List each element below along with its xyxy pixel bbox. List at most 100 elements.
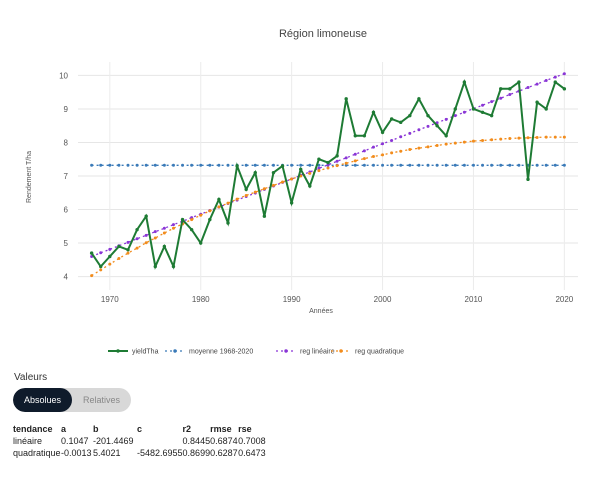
data-point-moyenne-1968-2020 xyxy=(199,163,203,167)
data-point-reg-lin-aire xyxy=(535,82,539,86)
tick-labels: 4 5 6 7 8 9 10 1970 1980 1990 2000 2010 2020 xyxy=(59,71,574,304)
data-point-moyenne-1968-2020 xyxy=(490,163,494,167)
cell-b: 5.4021 xyxy=(93,448,121,458)
data-point-yieldtha xyxy=(399,120,403,125)
data-point-moyenne-1968-2020 xyxy=(562,163,566,167)
header-rse: rse xyxy=(238,424,252,434)
x-tick-label: 2000 xyxy=(374,295,392,304)
data-point-moyenne-1968-2020 xyxy=(135,163,139,167)
cell-r2: 0.8699 xyxy=(182,448,211,458)
data-point-yieldtha xyxy=(326,160,330,165)
data-point-reg-quadratique xyxy=(226,201,230,205)
data-point-yieldtha xyxy=(117,244,121,249)
grid xyxy=(78,62,578,290)
data-point-reg-quadratique xyxy=(99,268,103,272)
data-point-yieldtha xyxy=(517,80,521,84)
data-point-reg-quadratique xyxy=(408,148,412,152)
header-rmse: rmse xyxy=(210,424,232,434)
y-tick-label: 5 xyxy=(64,239,69,248)
values-section: Valeurs Absolues Relatives xyxy=(13,372,131,412)
data-point-moyenne-1968-2020 xyxy=(153,163,157,167)
data-point-moyenne-1968-2020 xyxy=(299,163,303,167)
data-point-reg-lin-aire xyxy=(562,72,566,76)
cell-rmse: 0.6287 xyxy=(210,448,238,458)
data-point-reg-quadratique xyxy=(471,139,475,143)
data-point-reg-quadratique xyxy=(281,180,285,184)
data-point-yieldtha xyxy=(99,264,103,269)
data-point-yieldtha xyxy=(244,187,248,192)
header-tendance: tendance xyxy=(13,424,53,434)
data-point-reg-lin-aire xyxy=(335,159,339,163)
data-point-reg-quadratique xyxy=(390,151,394,155)
data-point-reg-lin-aire xyxy=(317,166,321,170)
values-label: Valeurs xyxy=(14,372,48,383)
data-point-yieldtha xyxy=(480,110,485,114)
data-point-yieldtha xyxy=(308,184,312,188)
data-point-moyenne-1968-2020 xyxy=(353,163,357,167)
data-point-yieldtha xyxy=(462,80,467,84)
data-point-reg-quadratique xyxy=(262,187,266,191)
data-point-moyenne-1968-2020 xyxy=(208,163,212,167)
data-point-reg-quadratique xyxy=(335,164,339,168)
data-point-reg-lin-aire xyxy=(144,233,148,237)
data-point-reg-lin-aire xyxy=(490,100,494,104)
data-point-moyenne-1968-2020 xyxy=(399,163,403,167)
data-point-reg-quadratique xyxy=(90,274,94,278)
legend-label-moyenne-1968-2020: moyenne 1968-2020 xyxy=(189,349,253,356)
data-point-yieldtha xyxy=(217,197,221,202)
data-point-reg-quadratique xyxy=(208,209,212,213)
cell-tendance: linéaire xyxy=(13,436,43,446)
toggle-relatives-button[interactable]: Relatives xyxy=(72,388,131,412)
data-point-yieldtha xyxy=(208,217,212,222)
chart: Région limoneuse 4 5 6 7 8 9 10 1970 1980 1990 200… xyxy=(26,28,578,356)
data-point-reg-quadratique xyxy=(553,135,557,139)
cell-b: -201.4469 xyxy=(93,436,134,446)
data-point-moyenne-1968-2020 xyxy=(435,163,439,167)
data-point-moyenne-1968-2020 xyxy=(444,163,448,167)
cell-tendance: quadratique xyxy=(13,448,61,458)
data-point-yieldtha xyxy=(353,134,357,138)
data-point-reg-lin-aire xyxy=(453,114,457,118)
data-point-yieldtha xyxy=(499,87,503,91)
cell-rmse: 0.6874 xyxy=(210,436,238,446)
values-toggle: Absolues Relatives xyxy=(13,388,131,412)
data-point-reg-lin-aire xyxy=(135,237,139,241)
series-line-yieldtha xyxy=(90,78,565,270)
table-header-row: tendance a b c r2 rmse rse xyxy=(13,423,266,435)
data-point-moyenne-1968-2020 xyxy=(190,163,194,167)
data-point-yieldtha xyxy=(489,113,494,118)
data-point-yieldtha xyxy=(280,164,285,168)
data-point-yieldtha xyxy=(199,241,203,245)
table-row: quadratique -0.0013 5.4021 -5482.6955 0.… xyxy=(13,447,266,459)
data-point-reg-lin-aire xyxy=(381,142,385,146)
y-tick-label: 7 xyxy=(64,172,69,181)
data-point-reg-quadratique xyxy=(153,236,157,240)
data-point-moyenne-1968-2020 xyxy=(553,163,557,167)
data-point-reg-quadratique xyxy=(444,142,448,146)
data-point-yieldtha xyxy=(262,214,267,218)
x-tick-label: 2010 xyxy=(465,295,483,304)
legend-label-reg-lin-aire: reg linéaire xyxy=(300,349,335,356)
data-point-moyenne-1968-2020 xyxy=(90,163,94,167)
data-point-yieldtha xyxy=(508,87,512,91)
data-point-reg-quadratique xyxy=(371,155,375,159)
cell-r2: 0.8445 xyxy=(182,436,211,446)
data-point-yieldtha xyxy=(235,164,239,168)
data-point-reg-lin-aire xyxy=(353,152,357,156)
data-point-moyenne-1968-2020 xyxy=(181,163,185,167)
data-point-yieldtha xyxy=(371,110,376,114)
data-point-reg-lin-aire xyxy=(362,149,366,153)
data-point-moyenne-1968-2020 xyxy=(381,163,385,167)
data-point-yieldtha xyxy=(435,124,439,128)
data-point-moyenne-1968-2020 xyxy=(171,163,175,167)
data-point-reg-quadratique xyxy=(562,135,566,139)
data-point-yieldtha xyxy=(417,97,421,101)
data-point-reg-lin-aire xyxy=(371,145,375,149)
data-point-moyenne-1968-2020 xyxy=(371,163,375,167)
y-tick-label: 4 xyxy=(64,273,69,282)
data-point-reg-quadratique xyxy=(117,256,121,260)
y-tick-label: 8 xyxy=(64,138,69,147)
data-point-reg-lin-aire xyxy=(417,128,421,132)
toggle-absolues-button[interactable]: Absolues xyxy=(13,388,72,412)
data-point-reg-quadratique xyxy=(171,226,175,230)
